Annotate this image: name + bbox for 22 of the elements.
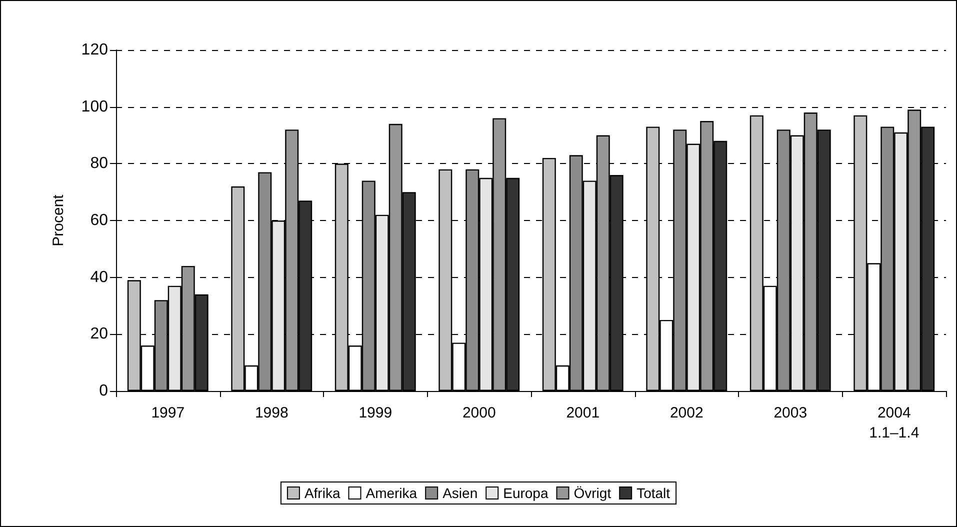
legend-label: Övrigt [574,485,612,501]
legend-label: Europa [503,485,548,501]
x-tick-label: 1997 [151,404,185,422]
y-tick-label: 20 [90,326,108,343]
x-tick-label: 2004 1.1–1.4 [869,404,920,442]
y-tick-label: 40 [90,268,108,286]
legend-label: Amerika [366,485,418,501]
x-tick-label: 2002 [670,404,704,422]
x-tick-label: 1999 [358,404,392,422]
y-tick-label: 100 [81,98,108,116]
y-tick-label: 80 [90,155,108,172]
legend-label: Afrika [304,485,340,501]
y-axis-title: Procent [50,194,67,246]
legend-label: Totalt [636,485,670,501]
x-tick-label: 2000 [462,404,496,422]
x-tick-label: 2003 [774,404,808,422]
x-tick-label: 1998 [254,404,288,422]
x-tick-label: 2001 [566,404,600,422]
legend-label: Asien [442,485,478,501]
y-tick-label: 120 [81,42,108,58]
y-tick-label: 60 [90,212,108,229]
y-tick-label: 0 [99,382,108,400]
